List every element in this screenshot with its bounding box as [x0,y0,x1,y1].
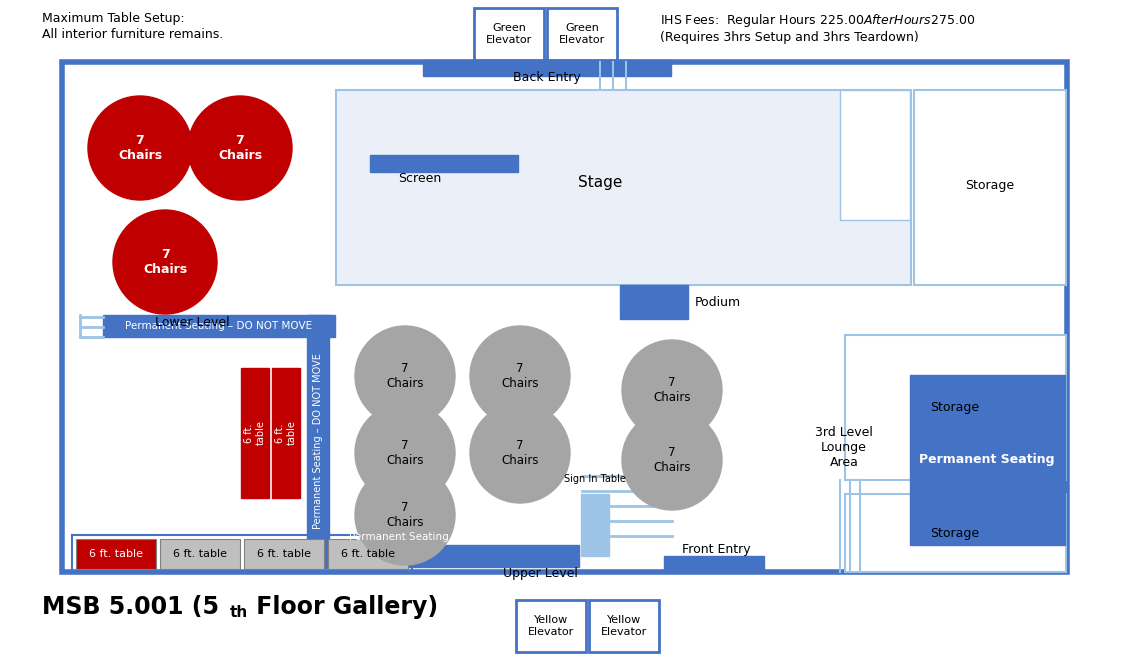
Bar [335,90,911,285]
Bar [307,545,579,567]
Text: 6 ft.
table: 6 ft. table [244,420,266,446]
Bar [240,368,269,498]
Text: Permanent Seating – DO NOT MOVE: Permanent Seating – DO NOT MOVE [126,321,313,331]
Circle shape [88,96,192,200]
Circle shape [355,326,455,426]
Text: 7
Chairs: 7 Chairs [386,439,424,467]
Text: 7
Chairs: 7 Chairs [218,134,262,162]
Text: Green
Elevator: Green Elevator [559,23,605,44]
Text: Maximum Table Setup:: Maximum Table Setup: [42,12,184,25]
Text: Floor Gallery): Floor Gallery) [248,595,439,619]
Text: IHS Fees:  Regular Hours $225.00  After Hours $275.00
(Requires 3hrs Setup and 3: IHS Fees: Regular Hours $225.00 After Ho… [660,12,976,44]
Bar [244,539,324,569]
Text: Permanent Seating – DO NOT MOVE: Permanent Seating – DO NOT MOVE [313,353,323,529]
Text: 6 ft. table: 6 ft. table [173,549,227,559]
Bar [845,335,1066,480]
Bar [273,368,300,498]
Text: Back Entry: Back Entry [513,72,581,84]
Text: 3rd Level
Lounge
Area: 3rd Level Lounge Area [815,426,872,469]
Bar [619,285,688,319]
Text: Sign In Table: Sign In Table [564,474,626,484]
Text: 6 ft.
table: 6 ft. table [275,420,297,446]
Text: th: th [230,605,248,620]
Bar [840,90,910,220]
Text: Front Entry: Front Entry [681,544,750,556]
Bar [307,315,329,568]
Text: Permanent Seating: Permanent Seating [919,454,1055,467]
Circle shape [622,410,722,510]
Bar [62,62,1067,572]
Text: 6 ft. table: 6 ft. table [341,549,395,559]
Text: Storage: Storage [965,179,1014,191]
Text: Stage: Stage [578,175,622,189]
Text: 7
Chairs: 7 Chairs [654,446,690,474]
Bar [581,494,609,556]
Text: 7
Chairs: 7 Chairs [502,439,539,467]
Text: 7
Chairs: 7 Chairs [386,362,424,390]
Bar [103,315,335,337]
Text: 7
Chairs: 7 Chairs [143,248,187,276]
Bar [664,556,764,572]
Text: Storage: Storage [931,400,980,414]
Circle shape [113,210,218,314]
Bar [516,600,586,652]
Circle shape [355,465,455,565]
Bar [474,8,544,60]
Text: Upper Level: Upper Level [503,568,577,580]
Bar [327,539,408,569]
Text: All interior furniture remains.: All interior furniture remains. [42,28,223,41]
Text: 7
Chairs: 7 Chairs [654,376,690,404]
Text: Yellow
Elevator: Yellow Elevator [528,616,574,637]
Text: Yellow
Elevator: Yellow Elevator [601,616,647,637]
Bar [160,539,240,569]
Text: 7
Chairs: 7 Chairs [118,134,163,162]
Bar [76,539,156,569]
Text: 6 ft. table: 6 ft. table [89,549,143,559]
Text: 7
Chairs: 7 Chairs [386,501,424,529]
Text: Podium: Podium [695,297,741,309]
Bar [72,535,412,573]
Circle shape [355,403,455,503]
Bar [589,600,660,652]
Circle shape [622,340,722,440]
Circle shape [188,96,292,200]
Bar [845,494,1066,572]
Text: 6 ft. table: 6 ft. table [256,549,311,559]
Text: Green
Elevator: Green Elevator [485,23,532,44]
Text: Screen: Screen [398,171,442,185]
Text: 7
Chairs: 7 Chairs [502,362,539,390]
Text: MSB 5.001 (5: MSB 5.001 (5 [42,595,219,619]
Bar [423,60,671,76]
Bar [914,90,1066,285]
Circle shape [469,326,570,426]
Bar [370,155,518,172]
Text: Permanent Seating – DO NOT MOVE: Permanent Seating – DO NOT MOVE [349,532,537,542]
Text: Storage: Storage [931,527,980,539]
Text: Lower Level: Lower Level [155,317,229,329]
Bar [910,375,1065,545]
Circle shape [469,403,570,503]
Bar [547,8,617,60]
